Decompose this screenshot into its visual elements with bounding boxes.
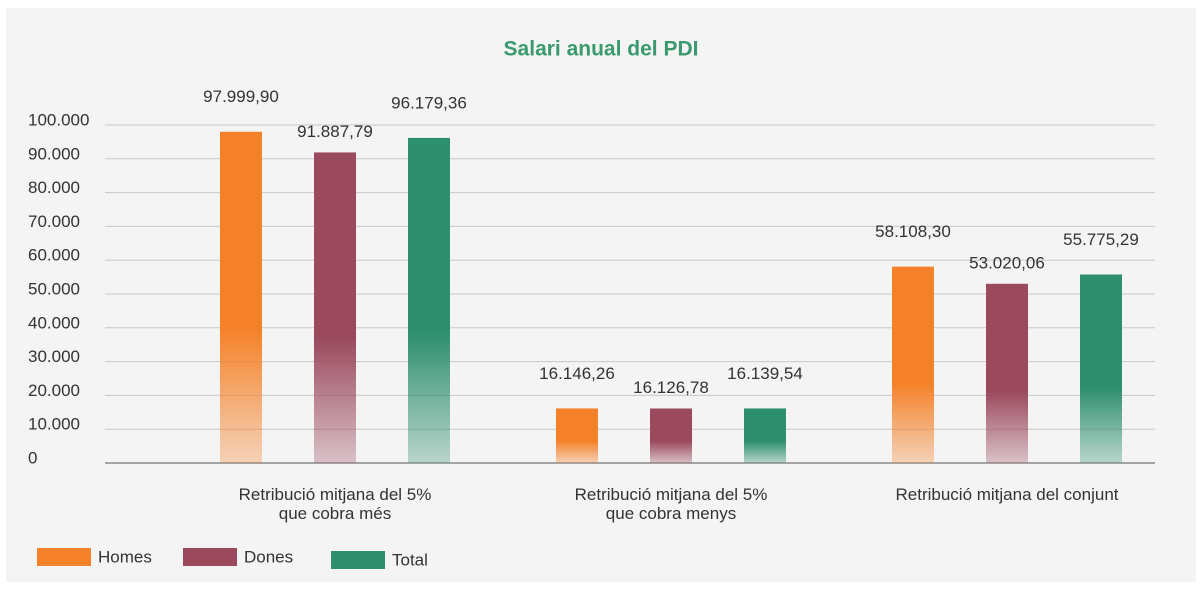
- value-label: 96.179,36: [391, 93, 467, 112]
- bar: [892, 266, 934, 463]
- value-label: 58.108,30: [875, 222, 951, 241]
- value-label: 55.775,29: [1063, 230, 1139, 249]
- y-tick-label: 80.000: [28, 178, 80, 197]
- chart-title: Salari anual del PDI: [504, 38, 699, 61]
- value-label: 16.146,26: [539, 364, 615, 383]
- x-tick-label: Retribució mitjana del conjunt: [895, 485, 1119, 504]
- x-tick-label: Retribució mitjana del 5% que cobra més: [238, 485, 432, 523]
- value-label: 53.020,06: [969, 253, 1045, 272]
- y-tick-label: 70.000: [28, 212, 80, 231]
- bar: [314, 152, 356, 464]
- y-tick-label: 100.000: [28, 110, 89, 129]
- bar: [556, 408, 598, 463]
- value-label: 16.139,54: [727, 364, 803, 383]
- y-tick-label: 0: [28, 448, 37, 467]
- legend-label: Total: [392, 550, 428, 569]
- legend-swatch: [183, 548, 237, 566]
- value-label: 91.887,79: [297, 122, 373, 141]
- bar: [650, 408, 692, 463]
- legend-label: Dones: [244, 547, 293, 566]
- bar: [986, 283, 1028, 463]
- legend-label: Homes: [98, 547, 152, 566]
- legend-swatch: [37, 548, 91, 566]
- y-tick-label: 50.000: [28, 279, 80, 298]
- y-tick-label: 10.000: [28, 415, 80, 434]
- value-label: 97.999,90: [203, 87, 279, 106]
- y-tick-label: 90.000: [28, 144, 80, 163]
- bar: [220, 131, 262, 463]
- legend-swatch: [331, 551, 385, 569]
- y-tick-label: 30.000: [28, 347, 80, 366]
- y-tick-label: 20.000: [28, 381, 80, 400]
- bar: [1080, 274, 1122, 463]
- bar: [744, 408, 786, 463]
- y-tick-label: 60.000: [28, 246, 80, 265]
- value-label: 16.126,78: [633, 378, 709, 397]
- bar: [408, 137, 450, 463]
- y-tick-label: 40.000: [28, 313, 80, 332]
- x-tick-label: Retribució mitjana del 5% que cobra meny…: [574, 485, 768, 523]
